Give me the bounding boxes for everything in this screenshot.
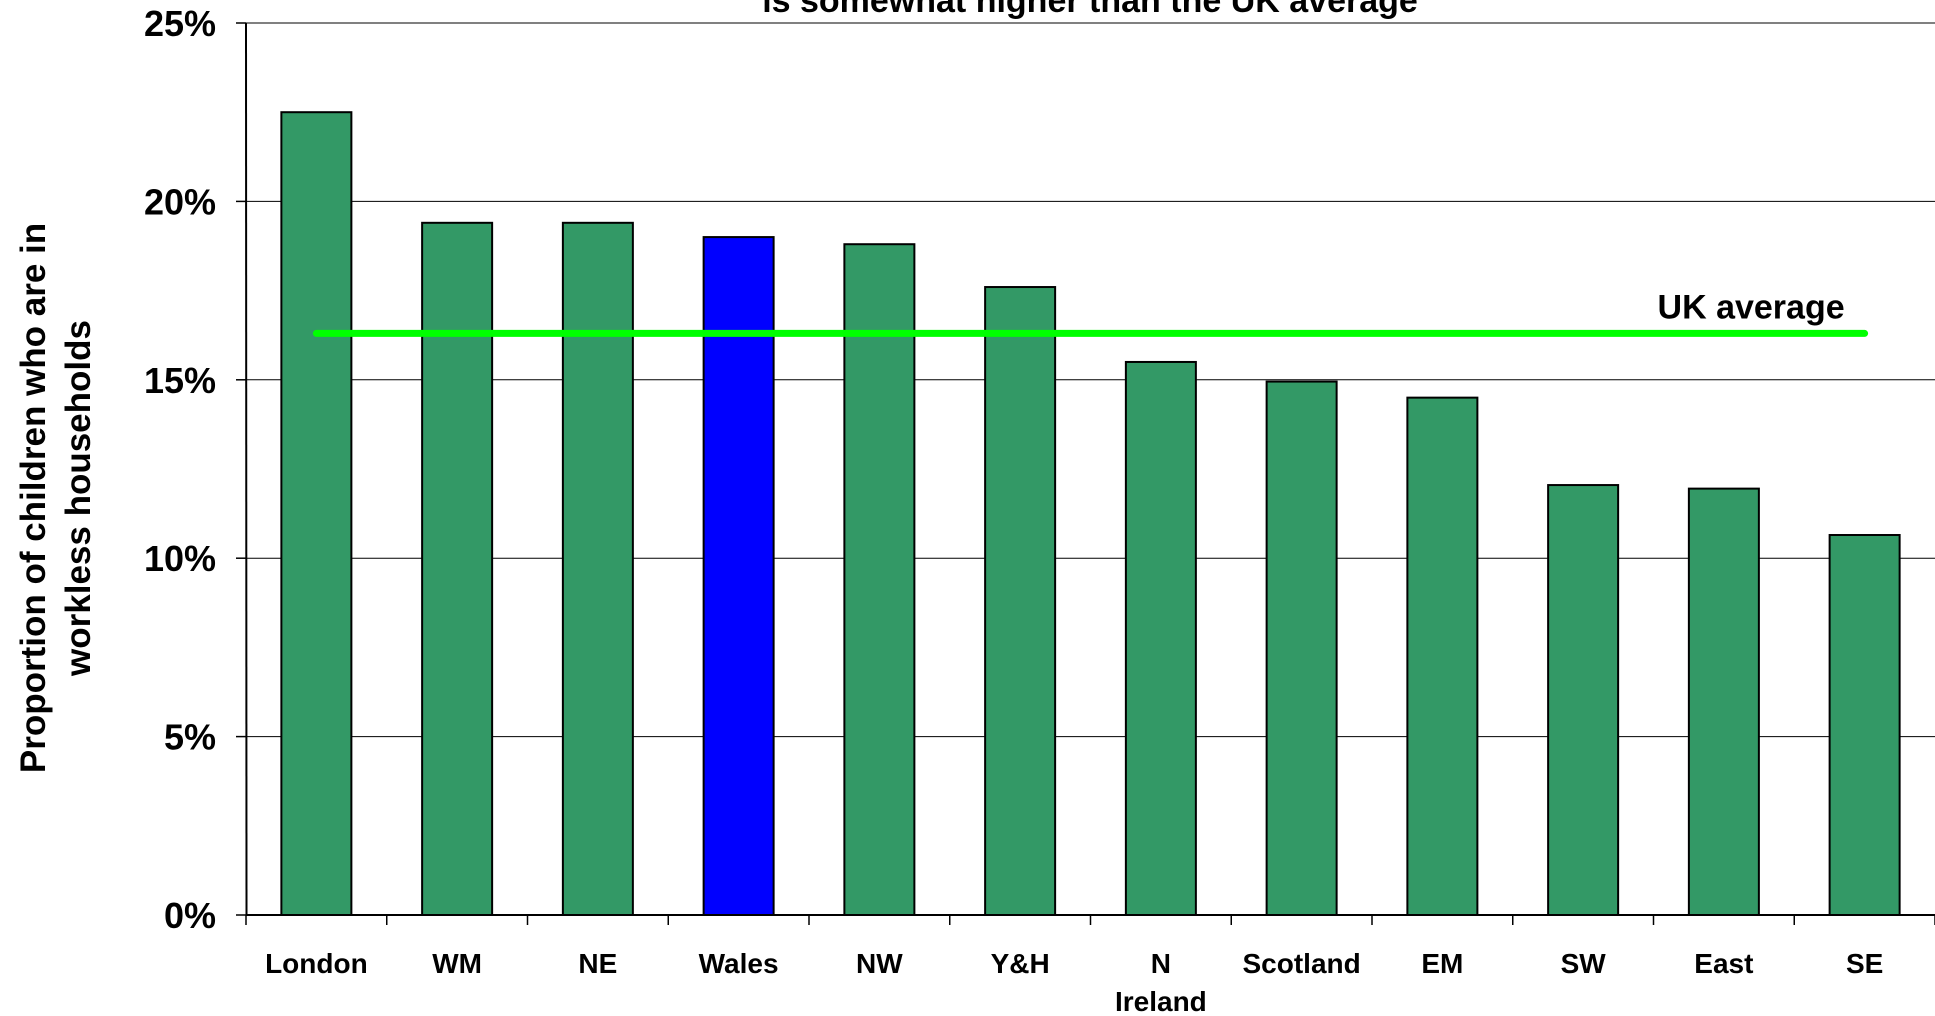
x-tick-label: EM [1421, 948, 1463, 979]
uk-average-line: UK average [312, 288, 1869, 337]
y-tick-label: 5% [164, 717, 216, 758]
bar-sw [1547, 484, 1620, 916]
gridlines [246, 22, 1935, 738]
uk-average-label: UK average [1658, 288, 1845, 326]
bars [280, 111, 1901, 917]
y-axis-label-line-2: workless households [59, 320, 98, 677]
x-tick-label: NE [578, 948, 617, 979]
x-tick-label: Scotland [1243, 948, 1361, 979]
x-tick-label: WM [432, 948, 482, 979]
bar-em [1406, 396, 1479, 916]
y-tick-label: 25% [144, 3, 216, 44]
y-axis-line [245, 22, 248, 916]
bar-east [1687, 487, 1760, 916]
bar-wm [421, 221, 494, 917]
axes [236, 22, 1935, 925]
bar-nw [843, 243, 916, 916]
bar-scotland [1265, 380, 1338, 917]
x-tick-label: London [265, 948, 368, 979]
bar-n-ireland [1124, 360, 1197, 916]
y-tick-label: 10% [144, 538, 216, 579]
chart-title: is somewhat higher than the UK average [762, 0, 1418, 20]
x-tick-label: East [1694, 948, 1753, 979]
y-axis-label: Proportion of children who are in workle… [14, 223, 98, 773]
bar-se [1828, 534, 1901, 916]
x-tick-label: Wales [699, 948, 779, 979]
x-tick-label: SE [1846, 948, 1883, 979]
bar-wales [702, 236, 775, 916]
tick-labels: 0% 5% 10% 15% 20% 25% London WM NE Wales NW Y&H N Ire… [144, 3, 1883, 1016]
x-tick-label: NW [856, 948, 903, 979]
x-tick-label: Y&H [991, 948, 1050, 979]
bar-y-h [984, 286, 1057, 917]
x-tick-label: SW [1561, 948, 1607, 979]
bar-london [280, 111, 353, 916]
y-tick-label: 20% [144, 181, 216, 222]
bar-ne [561, 221, 634, 917]
x-tick-label: N Ireland [1115, 948, 1207, 1016]
y-tick-label: 15% [144, 360, 216, 401]
y-tick-label: 0% [164, 895, 216, 936]
y-axis-label-line-1: Proportion of children who are in [14, 223, 53, 773]
